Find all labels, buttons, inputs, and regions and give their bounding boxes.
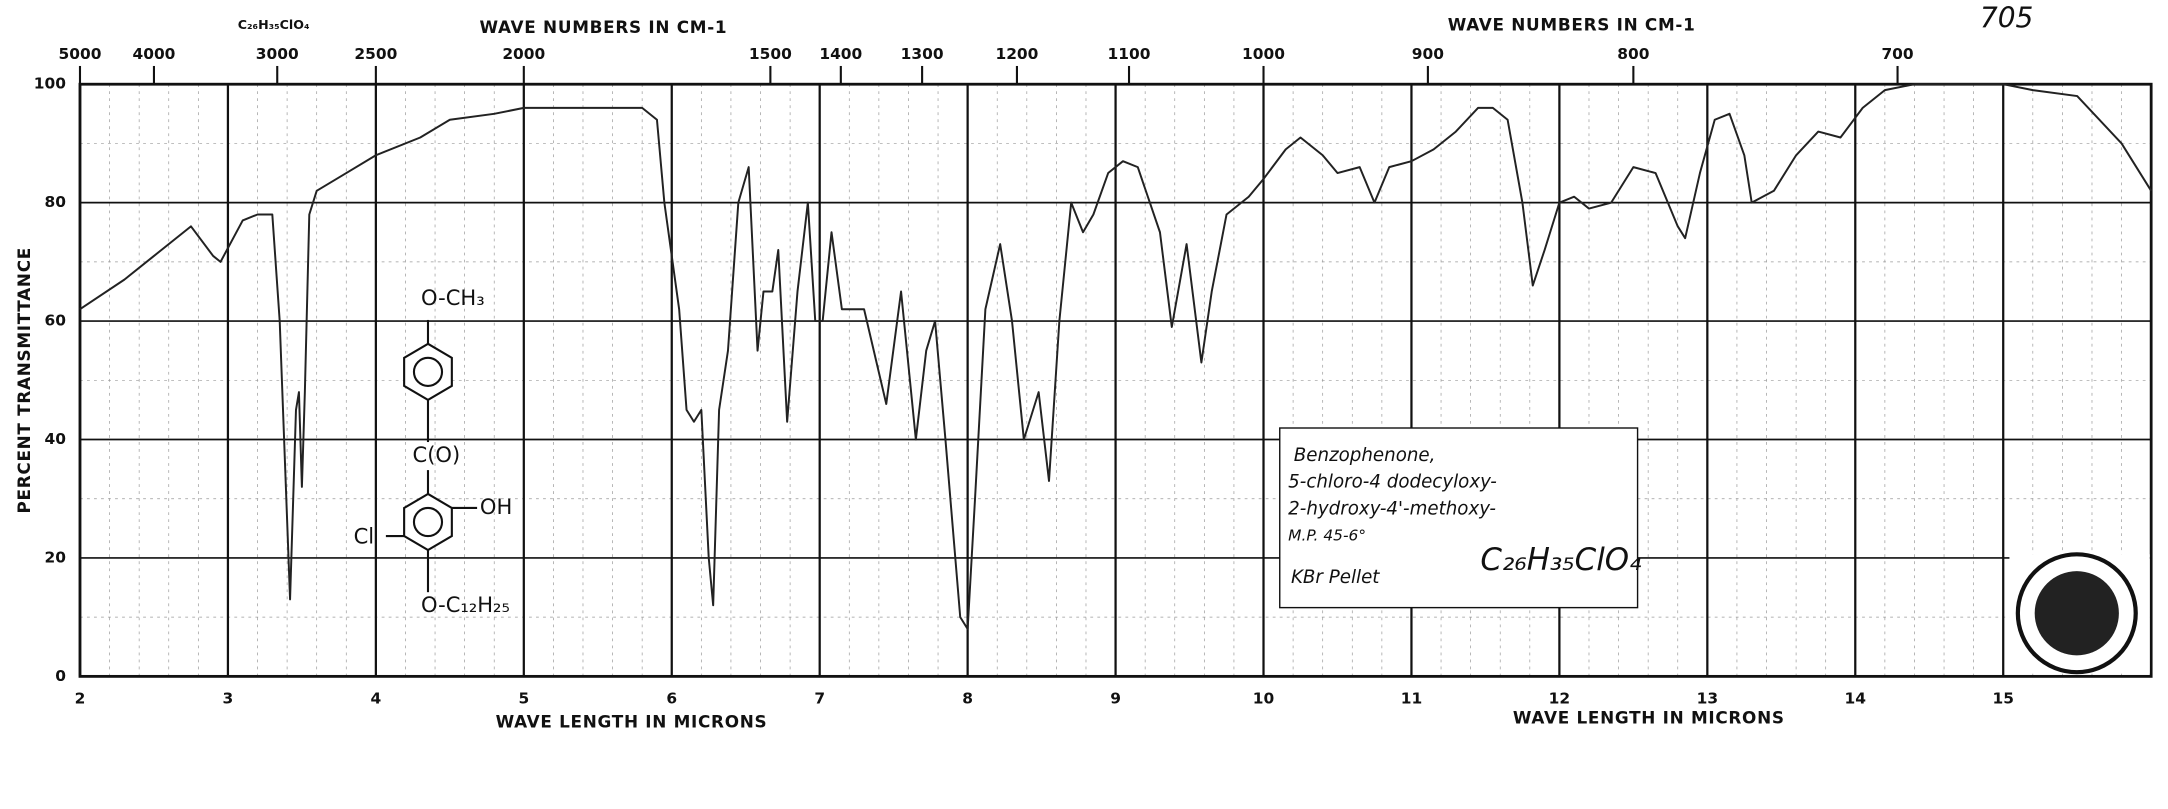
formula-top: C₂₆H₃₅ClO₄ [238, 17, 310, 32]
structure-label: O-C₁₂H₂₅ [421, 592, 510, 617]
x-tick-label: 11 [1401, 689, 1422, 707]
grid [78, 82, 2153, 678]
note: Benzophenone, [1294, 445, 1436, 466]
structure [385, 319, 478, 593]
top-tick-label: 800 [1617, 45, 1649, 63]
y-tick-label: 80 [44, 193, 65, 211]
y-tick-label: 20 [44, 548, 65, 566]
ring [403, 492, 453, 552]
handwritten-number: 705 [1980, 2, 2034, 35]
top-tick-label: 1500 [749, 45, 792, 63]
top-tick-label: 1100 [1108, 45, 1151, 63]
y-tick-label: 60 [44, 312, 65, 330]
note-formula: C₂₆H₃₅ClO₄ [1480, 542, 1642, 578]
ring-circle [412, 506, 444, 538]
x-tick-label: 8 [962, 689, 973, 707]
x-tick-label: 4 [370, 689, 381, 707]
x-tick-label: 5 [518, 689, 529, 707]
y-axis-label: PERCENT TRANSMITTANCE [14, 247, 34, 513]
note-box [1279, 427, 1639, 609]
structure-label: Cl [354, 523, 375, 548]
top-tick-label: 3000 [256, 45, 299, 63]
note: KBr Pellet [1291, 567, 1380, 588]
top-tick-label: 1200 [995, 45, 1038, 63]
top-tick-label: 1400 [819, 45, 862, 63]
y-tick-label: 100 [34, 75, 66, 93]
ring-circle [412, 356, 444, 387]
top-tick-label: 1000 [1242, 45, 1285, 63]
stamp-core [2034, 571, 2119, 656]
spectrum-line [79, 83, 2152, 630]
top-tick-label: 700 [1881, 45, 1913, 63]
stamp [2009, 552, 2150, 675]
x-axis-label: WAVE LENGTH IN MICRONS [1513, 707, 1785, 727]
x-tick-label: 15 [1992, 689, 2013, 707]
x-axis-label: WAVE LENGTH IN MICRONS [496, 712, 768, 732]
note: M.P. 45-6° [1288, 527, 1366, 545]
x-tick-label: 2 [75, 689, 86, 707]
x-tick-label: 13 [1697, 689, 1718, 707]
structure-label: OH [480, 494, 512, 519]
note: 5-chloro-4 dodecyloxy- [1288, 472, 1497, 493]
top-tick-label: 4000 [132, 45, 175, 63]
y-tick-label: 40 [44, 430, 65, 448]
top-axis-label: WAVE NUMBERS IN CM-1 [1448, 14, 1696, 34]
y-tick-label: 0 [55, 667, 66, 685]
top-tick-label: 1300 [901, 45, 944, 63]
structure-label: O-CH₃ [421, 285, 485, 310]
top-tick-label: 5000 [59, 45, 102, 63]
ring [403, 342, 453, 402]
x-tick-label: 3 [223, 689, 234, 707]
note: 2-hydroxy-4'-methoxy- [1288, 498, 1496, 519]
top-tick-label: 900 [1412, 45, 1444, 63]
x-tick-label: 14 [1845, 689, 1867, 707]
top-axis-label: WAVE NUMBERS IN CM-1 [479, 17, 727, 37]
x-tick-label: 10 [1253, 689, 1274, 707]
x-tick-label: 7 [814, 689, 825, 707]
top-tick-label: 2500 [354, 45, 397, 63]
top-tick-label: 2000 [502, 45, 545, 63]
x-tick-label: 6 [666, 689, 677, 707]
structure-label: C(O) [413, 442, 461, 467]
x-tick-label: 12 [1549, 689, 1570, 707]
x-tick-label: 9 [1110, 689, 1121, 707]
